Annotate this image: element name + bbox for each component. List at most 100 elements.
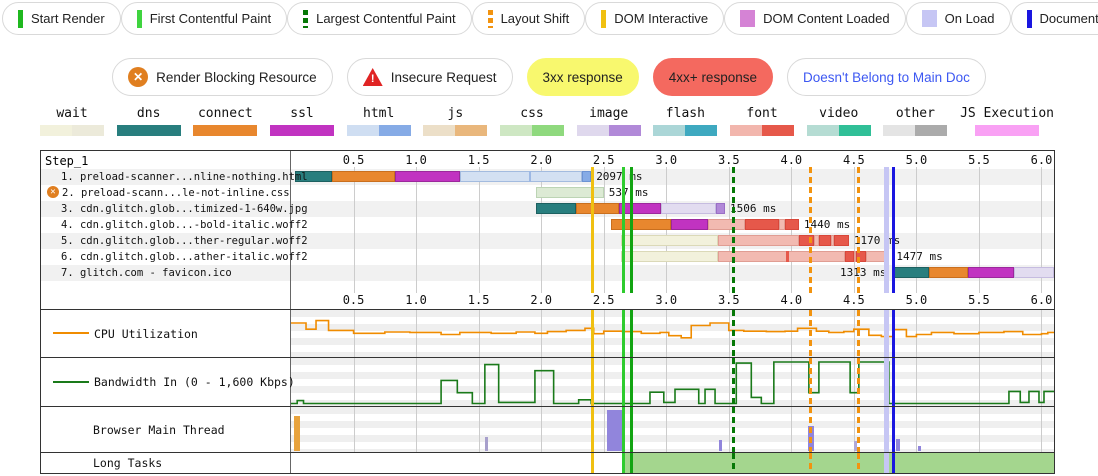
- gridline: [666, 167, 668, 293]
- waterfall-label-column: Step_1 1. preload-scanner...nline-nothin…: [41, 151, 308, 309]
- start-render-marker-line: [621, 407, 625, 452]
- legend-label: Doesn't Belong to Main Doc: [802, 69, 970, 85]
- main-thread-activity-spike: [853, 440, 858, 451]
- request-row-label[interactable]: 4. cdn.glitch.glob...-bold-italic.woff2: [41, 217, 308, 233]
- document-complete-marker-line: [891, 453, 895, 473]
- main-thread-activity-spike: [896, 438, 900, 451]
- dom-interactive-marker-line: [590, 310, 594, 357]
- x-axis-tick-label: 5.0: [905, 293, 928, 307]
- legend-3xx-response[interactable]: 3xx response: [526, 58, 639, 96]
- request-bar-dns: [536, 203, 577, 214]
- x-axis-tick-label: 6.0: [1030, 153, 1053, 167]
- main-thread-activity-spike: [293, 416, 300, 451]
- insecure-request-icon: !: [362, 68, 383, 86]
- request-bar-font_light: [717, 251, 846, 262]
- x-axis-tick-label: 6.0: [1030, 293, 1053, 307]
- resource-type-image: image: [576, 106, 641, 136]
- request-bar-font_dark: [856, 251, 867, 262]
- main-thread-section: Browser Main Thread: [41, 406, 1054, 452]
- request-row[interactable]: 537 ms: [291, 185, 1054, 201]
- request-row-label[interactable]: 1. preload-scanner...nline-nothing.html: [41, 169, 308, 185]
- request-bar-html_mid: [528, 171, 532, 182]
- legend-dom-interactive[interactable]: DOM Interactive: [585, 2, 725, 35]
- legend-label: DOM Content Loaded: [763, 11, 890, 26]
- bandwidth-label: Bandwidth In (0 - 1,600 Kbps): [94, 375, 295, 389]
- request-time-label: 1477 ms: [896, 250, 943, 263]
- x-axis-tick-label: 1.0: [405, 153, 427, 167]
- x-axis-tick-label: 2.0: [530, 293, 552, 307]
- document-complete-marker-line: [891, 358, 895, 406]
- layout-shift-marker-icon: [487, 9, 493, 28]
- request-time-label: 1313 ms: [840, 266, 887, 279]
- gridline: [1041, 358, 1043, 406]
- resource-type-label: other: [895, 106, 935, 121]
- request-row-label[interactable]: ✕ 2. preload-scann...le-not-inline.css: [41, 185, 291, 201]
- request-bar-wait: [621, 251, 718, 262]
- resource-type-swatch: [346, 125, 411, 136]
- gridline: [728, 358, 730, 406]
- gridline: [541, 358, 543, 406]
- long-tasks-plot: [291, 453, 1054, 473]
- resource-type-swatch: [883, 125, 948, 136]
- gridline: [853, 407, 855, 452]
- legend-document-complete[interactable]: Document Complete: [1010, 2, 1098, 35]
- legend-label: Insecure Request: [390, 69, 497, 85]
- request-row[interactable]: 1440 ms: [291, 217, 1054, 233]
- cpu-label: CPU Utilization: [94, 326, 198, 341]
- legend-label: First Contentful Paint: [149, 11, 272, 26]
- layout-shift-2-marker-line: [857, 407, 861, 452]
- first-contentful-paint-marker-line: [629, 167, 633, 293]
- legend-dom-content-loaded[interactable]: DOM Content Loaded: [724, 2, 906, 35]
- legend-label: Render Blocking Resource: [156, 69, 317, 85]
- gridline: [728, 310, 730, 357]
- request-bar-font_dark: [798, 235, 814, 246]
- request-bar-ssl: [671, 219, 708, 230]
- request-bar-image_light: [1013, 267, 1054, 278]
- request-row[interactable]: 1313 ms: [291, 265, 1054, 281]
- resource-type-video: video: [806, 106, 871, 136]
- legend-4xx-response[interactable]: 4xx+ response: [652, 58, 773, 96]
- resource-type-swatch: [653, 125, 718, 136]
- legend-first-contentful-paint[interactable]: First Contentful Paint: [120, 2, 288, 35]
- request-row-label[interactable]: 7. glitch.com - favicon.ico: [41, 265, 291, 281]
- request-row[interactable]: 1506 ms: [291, 201, 1054, 217]
- gridline: [978, 407, 980, 452]
- request-row-label[interactable]: 5. cdn.glitch.glob...ther-regular.woff2: [41, 233, 308, 249]
- legend-on-load[interactable]: On Load: [905, 2, 1011, 35]
- legend-largest-contentful-paint[interactable]: Largest Contentful Paint: [287, 2, 472, 35]
- plot-stripes: [291, 310, 1054, 357]
- gridline: [791, 358, 793, 406]
- request-row-label[interactable]: 6. cdn.glitch.glob...ather-italic.woff2: [41, 249, 308, 265]
- gridline: [728, 167, 730, 293]
- x-axis-tick-label: 5.5: [968, 293, 990, 307]
- legend-label: Document Complete: [1039, 11, 1098, 26]
- resource-type-swatch: [806, 125, 871, 136]
- gridline: [603, 358, 605, 406]
- request-bar-connect: [576, 203, 619, 214]
- legend-doesn-t-belong-to-main-doc[interactable]: Doesn't Belong to Main Doc: [786, 58, 986, 96]
- gridline: [853, 167, 855, 293]
- request-time-label: 1506 ms: [730, 202, 777, 215]
- on-load-marker-line: [883, 310, 889, 357]
- legend-layout-shift[interactable]: Layout Shift: [471, 2, 586, 35]
- request-bar-font_dark: [833, 235, 849, 246]
- layout-shift-2-marker-line: [857, 310, 861, 357]
- request-row-label[interactable]: 3. cdn.glitch.glob...timized-1-640w.jpg: [41, 201, 308, 217]
- gridline: [541, 407, 543, 452]
- layout-shift-2-marker-line: [857, 453, 861, 473]
- resource-type-label: JS Execution: [960, 106, 1054, 121]
- dom-content-loaded-marker-icon: [740, 10, 756, 27]
- request-row[interactable]: 1477 ms: [291, 249, 1054, 265]
- dom-interactive-marker-line: [590, 453, 594, 473]
- gridline: [916, 358, 918, 406]
- legend-start-render[interactable]: Start Render: [2, 2, 121, 35]
- request-name: 2. preload-scann...le-not-inline.css: [62, 187, 290, 199]
- waterfall-chart: Step_1 1. preload-scanner...nline-nothin…: [40, 150, 1055, 474]
- x-axis-tick-label: 5.5: [968, 153, 990, 167]
- legend-render-blocking-resource[interactable]: ✕ Render Blocking Resource: [112, 58, 333, 96]
- gridline: [791, 310, 793, 357]
- cpu-plot: [291, 310, 1054, 357]
- document-complete-marker-icon: [1026, 9, 1032, 28]
- legend-insecure-request[interactable]: ! Insecure Request: [346, 58, 513, 96]
